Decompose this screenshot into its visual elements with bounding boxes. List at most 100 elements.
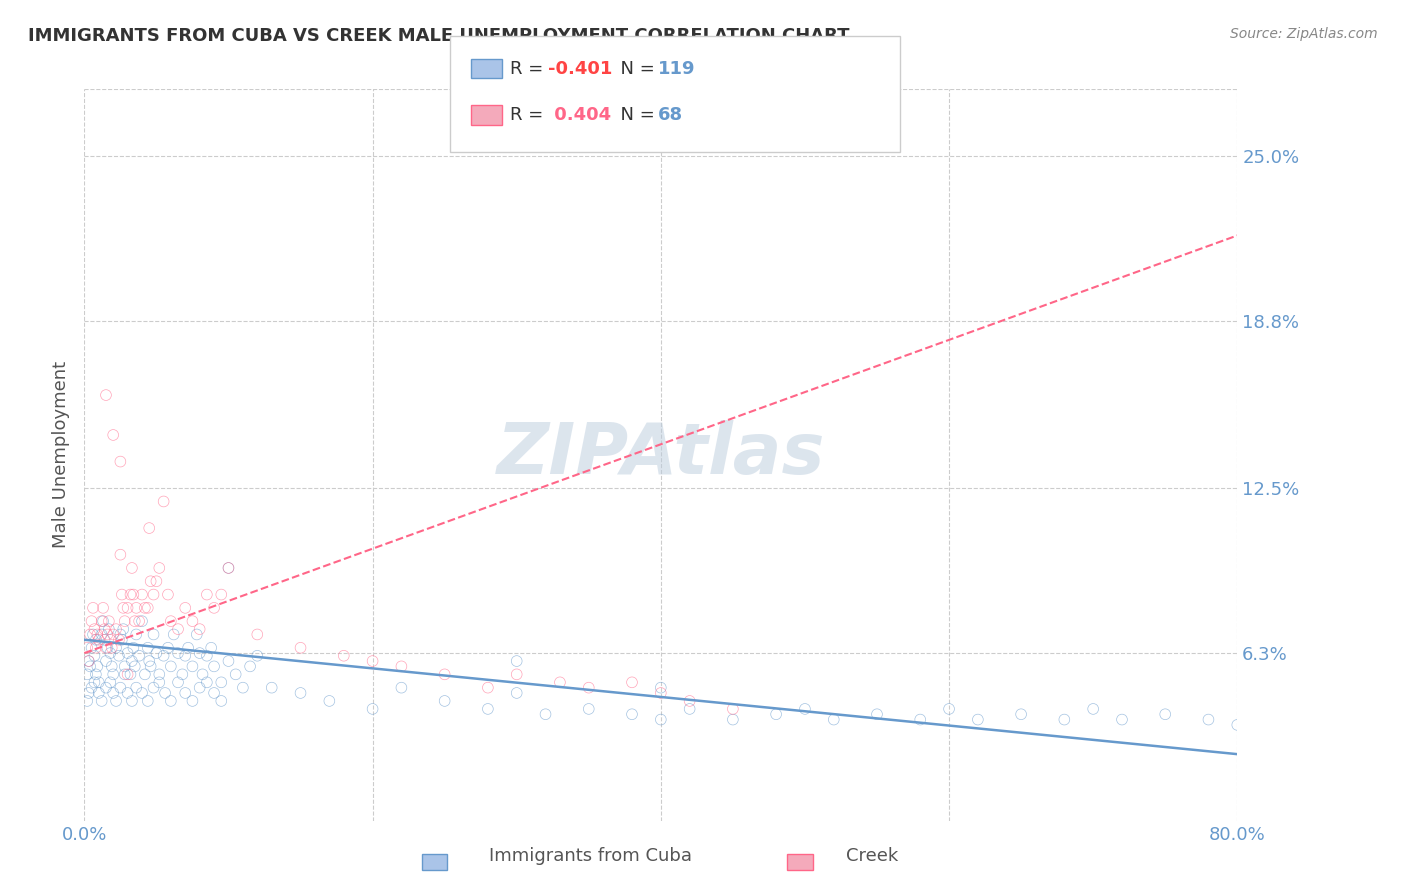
Point [96, 627, 118, 641]
Point [136, 694, 159, 708]
Point [94, 681, 117, 695]
Point [152, 494, 174, 508]
Point [181, 694, 204, 708]
Text: Source: ZipAtlas.com: Source: ZipAtlas.com [1230, 27, 1378, 41]
Point [1081, 702, 1104, 716]
Point [167, 675, 190, 690]
Point [506, 654, 529, 668]
Point [1111, 713, 1133, 727]
Point [246, 627, 269, 641]
Point [174, 600, 197, 615]
Point [202, 659, 225, 673]
Point [160, 694, 183, 708]
Point [94, 388, 117, 402]
Point [290, 640, 312, 655]
Point [111, 588, 134, 602]
Point [678, 694, 700, 708]
Point [433, 694, 456, 708]
Point [477, 702, 499, 716]
Point [195, 588, 218, 602]
Point [195, 648, 218, 663]
Point [86, 659, 108, 673]
Y-axis label: Male Unemployment: Male Unemployment [52, 361, 70, 549]
Point [290, 686, 312, 700]
Point [120, 667, 142, 681]
Point [110, 548, 132, 562]
Text: IMMIGRANTS FROM CUBA VS CREEK MALE UNEMPLOYMENT CORRELATION CHART: IMMIGRANTS FROM CUBA VS CREEK MALE UNEMP… [28, 27, 849, 45]
Point [83, 675, 105, 690]
Point [793, 702, 815, 716]
Point [131, 588, 153, 602]
Point [80, 614, 103, 628]
Point [217, 654, 239, 668]
Point [96, 640, 118, 655]
Point [174, 686, 197, 700]
Point [128, 614, 150, 628]
Point [77, 654, 100, 668]
Point [433, 667, 456, 681]
Point [200, 640, 222, 655]
Point [117, 667, 139, 681]
Point [506, 667, 529, 681]
Point [650, 713, 672, 727]
Text: 0.404: 0.404 [548, 106, 612, 124]
Point [94, 640, 117, 655]
Text: Creek: Creek [845, 847, 898, 865]
Point [136, 640, 159, 655]
Point [100, 659, 122, 673]
Point [105, 622, 128, 636]
Point [77, 654, 100, 668]
Point [1226, 718, 1249, 732]
Point [122, 640, 145, 655]
Point [84, 632, 107, 647]
Point [80, 681, 103, 695]
Point [163, 627, 186, 641]
Point [477, 681, 499, 695]
Point [105, 640, 128, 655]
Point [142, 627, 165, 641]
Point [172, 667, 194, 681]
Point [76, 640, 98, 655]
Text: -0.401: -0.401 [548, 60, 613, 78]
Point [128, 648, 150, 663]
Point [181, 659, 204, 673]
Point [117, 646, 139, 660]
Point [114, 614, 136, 628]
Point [260, 681, 283, 695]
Point [138, 654, 160, 668]
Point [90, 694, 112, 708]
Point [177, 640, 200, 655]
Point [86, 627, 108, 641]
Point [209, 588, 232, 602]
Point [125, 600, 148, 615]
Point [87, 686, 110, 700]
Point [114, 667, 136, 681]
Point [174, 648, 197, 663]
Point [82, 627, 104, 641]
Point [650, 686, 672, 700]
Point [91, 600, 114, 615]
Point [152, 648, 174, 663]
Point [217, 561, 239, 575]
Point [139, 574, 162, 589]
Point [108, 632, 131, 647]
Point [91, 614, 114, 628]
Point [131, 614, 153, 628]
Point [156, 640, 179, 655]
Point [80, 640, 103, 655]
Point [506, 686, 529, 700]
Point [202, 686, 225, 700]
Point [156, 588, 179, 602]
Point [153, 686, 176, 700]
Point [823, 713, 845, 727]
Point [578, 702, 600, 716]
Point [765, 707, 787, 722]
Point [1154, 707, 1177, 722]
Point [148, 675, 170, 690]
Point [87, 675, 110, 690]
Text: ZIPAtlas: ZIPAtlas [496, 420, 825, 490]
Point [391, 659, 413, 673]
Point [938, 702, 960, 716]
Point [621, 675, 644, 690]
Point [142, 681, 165, 695]
